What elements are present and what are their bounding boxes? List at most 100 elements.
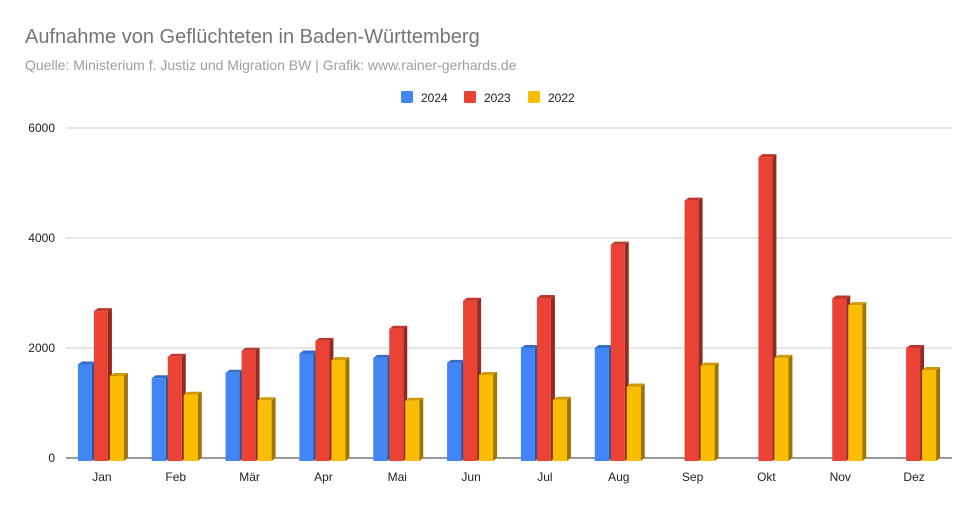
x-tick-label: Jun <box>461 470 480 484</box>
bar-2023-Mai <box>389 328 404 461</box>
x-tick-label: Sep <box>682 470 704 484</box>
bar-2022-Feb <box>183 394 198 461</box>
bar-top-2024 <box>299 350 318 354</box>
bar-side-2022 <box>936 367 941 461</box>
x-tick-label: Dez <box>903 470 924 484</box>
bar-top-2023 <box>906 345 925 348</box>
bar-top-2023 <box>463 297 482 301</box>
bar-top-2022 <box>848 302 867 306</box>
bar-top-2023 <box>315 337 334 341</box>
x-tick-label: Okt <box>757 470 776 484</box>
bar-2023-Sep <box>684 200 699 461</box>
y-tick-label: 4000 <box>28 231 55 245</box>
bar-top-2024 <box>151 375 170 379</box>
bar-side-2022 <box>345 357 350 461</box>
legend-label-2023: 2023 <box>484 91 511 105</box>
bar-2023-Jul <box>536 297 551 461</box>
bar-side-2022 <box>566 396 571 461</box>
bar-top-2023 <box>610 241 629 245</box>
bar-2023-Jun <box>463 300 478 461</box>
bar-top-2024 <box>520 345 539 348</box>
x-tick-label: Nov <box>830 470 851 484</box>
bar-2024-Feb <box>151 378 166 461</box>
bar-2022-Okt <box>774 357 789 461</box>
legend-swatch-2022 <box>528 91 540 103</box>
bar-2024-Mär <box>225 372 240 461</box>
bar-side-2022 <box>419 397 424 461</box>
bar-top-2023 <box>167 353 186 357</box>
legend-label-2022: 2022 <box>548 91 575 105</box>
x-tick-label: Mai <box>388 470 407 484</box>
bar-side-2022 <box>714 362 719 461</box>
bar-side-2022 <box>123 373 128 461</box>
y-tick-label: 6000 <box>28 121 55 135</box>
x-tick-label: Aug <box>608 470 629 484</box>
bar-2023-Apr <box>315 340 330 461</box>
bar-top-2022 <box>183 391 202 395</box>
bar-2023-Aug <box>610 244 625 461</box>
bar-2022-Nov <box>848 305 863 461</box>
x-tick-label: Apr <box>314 470 333 484</box>
bar-top-2024 <box>594 345 613 348</box>
bar-2023-Jan <box>93 311 108 461</box>
bar-side-2022 <box>493 371 498 461</box>
bar-top-2022 <box>257 397 276 401</box>
bar-2022-Mär <box>257 400 272 461</box>
bar-top-2022 <box>331 357 350 361</box>
bar-top-2024 <box>447 359 466 363</box>
x-tick-label: Mär <box>239 470 260 484</box>
bar-side-2022 <box>788 354 793 461</box>
bar-2024-Jan <box>77 364 92 461</box>
x-tick-label: Jul <box>537 470 552 484</box>
bar-2022-Dez <box>922 370 937 461</box>
bar-side-2022 <box>862 302 867 461</box>
bar-top-2022 <box>405 397 424 401</box>
bar-2024-Apr <box>299 353 314 461</box>
x-tick-label: Jan <box>92 470 111 484</box>
bar-2023-Feb <box>167 356 182 461</box>
chart-title: Aufnahme von Geflüchteten in Baden-Württ… <box>25 26 480 48</box>
bar-side-2022 <box>271 397 276 461</box>
bar-top-2023 <box>93 308 112 312</box>
bar-top-2023 <box>832 295 851 299</box>
bar-top-2023 <box>536 294 555 298</box>
bar-top-2022 <box>479 371 498 375</box>
bar-2022-Jan <box>109 376 124 461</box>
bar-2022-Sep <box>700 365 715 461</box>
bar-2023-Nov <box>832 298 847 461</box>
bar-2023-Okt <box>758 157 773 461</box>
bar-2023-Dez <box>906 348 921 461</box>
bar-side-2022 <box>640 383 645 461</box>
bar-top-2023 <box>241 347 260 351</box>
bar-2024-Mai <box>373 357 388 461</box>
bar-side-2022 <box>197 391 202 461</box>
bar-top-2024 <box>225 369 244 373</box>
bar-top-2022 <box>774 354 793 358</box>
bar-2022-Mai <box>405 400 420 461</box>
bar-top-2022 <box>700 362 719 366</box>
bar-2022-Jul <box>552 399 567 461</box>
bar-2024-Aug <box>594 348 609 461</box>
bar-2022-Apr <box>331 360 346 461</box>
bar-2022-Jun <box>479 374 494 461</box>
y-tick-label: 2000 <box>28 341 55 355</box>
bar-top-2023 <box>684 197 703 201</box>
bar-top-2024 <box>77 361 96 365</box>
y-tick-label: 0 <box>48 451 55 465</box>
bar-2023-Mär <box>241 350 256 461</box>
legend-swatch-2023 <box>464 91 476 103</box>
legend-swatch-2024 <box>401 91 413 103</box>
bar-2022-Aug <box>626 386 641 461</box>
bar-top-2022 <box>109 373 128 377</box>
bar-top-2023 <box>758 154 777 158</box>
legend-label-2024: 2024 <box>421 91 448 105</box>
bar-top-2024 <box>373 354 392 358</box>
bar-top-2022 <box>922 367 941 370</box>
bar-top-2022 <box>552 396 571 400</box>
bar-2024-Jul <box>520 348 535 461</box>
bar-top-2023 <box>389 325 408 329</box>
x-tick-label: Feb <box>165 470 186 484</box>
bar-top-2022 <box>626 383 645 387</box>
bar-2024-Jun <box>447 362 462 461</box>
chart-subtitle: Quelle: Ministerium f. Justiz und Migrat… <box>25 57 517 73</box>
